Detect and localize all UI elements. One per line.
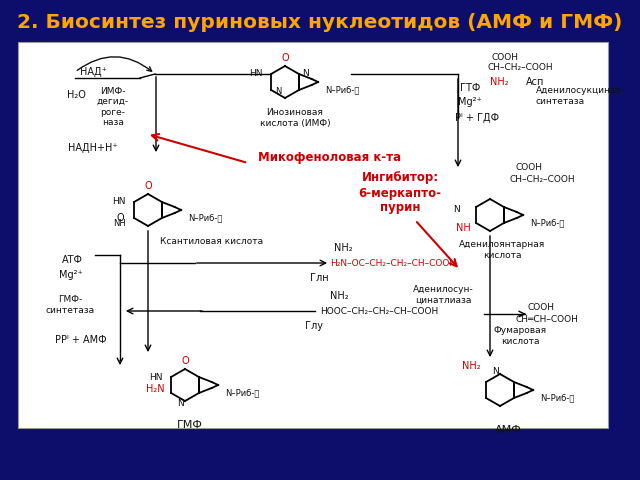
Text: Аденилосун-
цинатлиаза: Аденилосун- цинатлиаза [413,285,474,305]
Text: НАДН+Н⁺: НАДН+Н⁺ [68,143,118,153]
Text: PPᴵ + АМФ: PPᴵ + АМФ [55,335,107,345]
Text: CH–CH₂–COOH: CH–CH₂–COOH [487,63,552,72]
Text: ГМФ-
синтетаза: ГМФ- синтетаза [45,295,95,315]
Text: O: O [181,356,189,366]
Text: N–Риб-Ⓟ: N–Риб-Ⓟ [540,394,574,403]
Text: COOH: COOH [492,52,519,61]
Text: Ксантиловая кислота: Ксантиловая кислота [160,238,263,247]
Text: ИМФ-
дегид-
роге-
наза: ИМФ- дегид- роге- наза [97,87,129,127]
Text: HN: HN [150,372,163,382]
Text: Аденилоянтарная
кислота: Аденилоянтарная кислота [459,240,545,260]
Text: N–Риб-Ⓟ: N–Риб-Ⓟ [325,85,359,95]
Text: O: O [144,181,152,191]
Text: NH₂: NH₂ [330,291,349,301]
Text: Mg²⁺: Mg²⁺ [458,97,482,107]
Text: CH═CH–COOH: CH═CH–COOH [516,314,579,324]
Text: NH₂: NH₂ [463,361,481,371]
Text: АМФ: АМФ [495,425,522,435]
Text: Асп: Асп [526,77,545,87]
Text: N: N [177,398,184,408]
Text: НАД⁺: НАД⁺ [80,67,107,77]
Text: HOOC–CH₂–CH₂–CH–COOH: HOOC–CH₂–CH₂–CH–COOH [320,307,438,315]
Text: Mg²⁺: Mg²⁺ [59,270,83,280]
Text: COOH: COOH [527,303,554,312]
Text: NH₂: NH₂ [333,243,352,253]
Text: Инозиновая
кислота (ИМФ): Инозиновая кислота (ИМФ) [260,108,330,128]
Text: Микофеноловая к-та: Микофеноловая к-та [259,152,401,165]
Text: N: N [492,368,499,376]
Text: Аденилосукцинат-
синтетаза: Аденилосукцинат- синтетаза [536,86,625,106]
Text: NH: NH [113,218,126,228]
Text: Глн: Глн [310,273,328,283]
Text: N: N [453,204,460,214]
Text: H₂N: H₂N [145,384,164,394]
Text: ГТФ: ГТФ [460,83,481,93]
Text: Н₂О: Н₂О [67,90,86,100]
Text: H₂N–OC–CH₂–CH₂–CH–COOH: H₂N–OC–CH₂–CH₂–CH–COOH [330,259,456,267]
Text: АТФ: АТФ [62,255,83,265]
Text: N: N [302,70,308,79]
Text: N–Риб-Ⓟ: N–Риб-Ⓟ [188,214,222,223]
Text: Ингибитор:
6-меркапто-
пурин: Ингибитор: 6-меркапто- пурин [358,171,442,215]
Text: ГМФ: ГМФ [177,420,203,430]
Text: N: N [275,87,282,96]
Text: NH: NH [456,223,471,233]
Bar [18,42,608,428]
Text: Pᴵ + ГДФ: Pᴵ + ГДФ [455,113,499,123]
Text: N–Риб-Ⓟ: N–Риб-Ⓟ [225,388,259,397]
FancyArrowPatch shape [77,57,152,71]
Text: 2. Биосинтез пуриновых нуклеотидов (АМФ и ГМФ): 2. Биосинтез пуриновых нуклеотидов (АМФ … [17,12,623,32]
Text: Глу: Глу [305,321,323,331]
Text: CH–CH₂–COOH: CH–CH₂–COOH [510,175,575,183]
Text: COOH: COOH [516,164,543,172]
Text: HN: HN [250,70,263,79]
Text: HN: HN [113,197,126,206]
Text: O: O [281,53,289,63]
Text: O: O [116,213,124,223]
Text: Фумаровая
кислота: Фумаровая кислота [493,326,547,346]
Text: N–Риб-Ⓟ: N–Риб-Ⓟ [530,218,564,228]
Text: NH₂: NH₂ [490,77,509,87]
